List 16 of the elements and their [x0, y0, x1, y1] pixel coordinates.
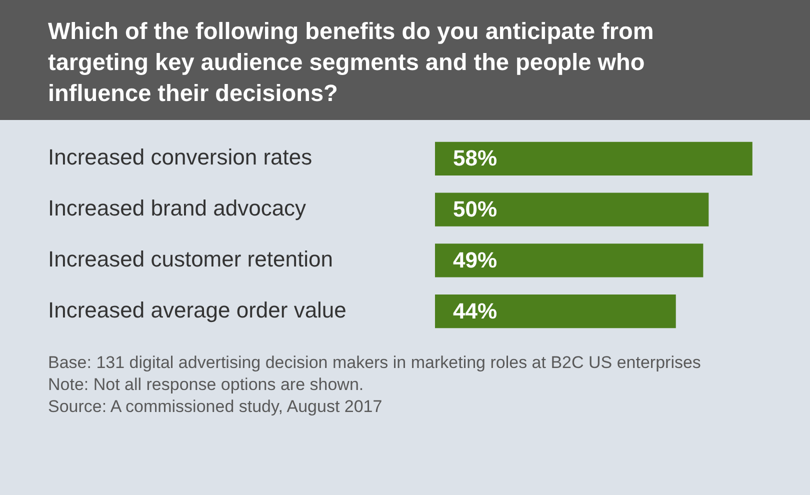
data-label: 50% [453, 196, 498, 222]
data-label: 49% [453, 248, 498, 273]
data-label: 44% [453, 298, 498, 324]
y-tick-label: Increased brand advocacy [48, 196, 306, 221]
y-tick-label: Increased customer retention [48, 246, 333, 272]
bar [435, 142, 752, 176]
bar [435, 244, 704, 278]
bar [435, 294, 676, 328]
data-label: 58% [453, 146, 498, 171]
y-tick-label: Increased average order value [48, 297, 346, 322]
chart-title: Which of the following benefits do you anticipate from targeting key audience segments and the people who influence their decisions? [0, 0, 810, 120]
text: Note: Not all response options are shown. [48, 374, 365, 396]
y-tick-label: Increased conversion rates [48, 144, 312, 170]
source-note: Source: A commissioned study, August 2017 [48, 396, 384, 418]
text: Base: 131 digital advertising decision makers in marketing roles at B2C US enterprises [48, 352, 702, 374]
bar [435, 192, 709, 226]
